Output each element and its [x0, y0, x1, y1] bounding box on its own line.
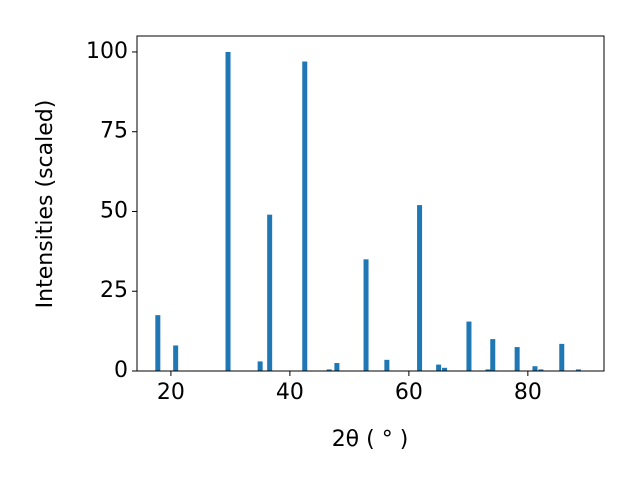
bar [514, 347, 520, 371]
x-axis-label: 2θ ( ° ) [332, 427, 409, 452]
bar [442, 367, 448, 371]
bar [155, 315, 161, 371]
bar [302, 61, 308, 372]
x-tick-label: 80 [514, 380, 542, 405]
y-tick-label: 50 [100, 198, 128, 223]
x-tick-label: 20 [157, 380, 185, 405]
bar [225, 51, 231, 371]
bar [257, 361, 263, 371]
x-tick-label: 60 [395, 380, 423, 405]
bar [538, 369, 544, 371]
bar [326, 369, 332, 371]
y-tick-label: 100 [86, 39, 128, 64]
bar [363, 259, 369, 371]
bar [575, 369, 581, 371]
bar [490, 339, 496, 371]
bar [267, 214, 273, 371]
plot-frame [136, 35, 605, 372]
x-tick-label: 40 [276, 380, 304, 405]
bar [417, 205, 423, 371]
bar [485, 369, 491, 371]
bar [384, 359, 390, 371]
bar [559, 343, 565, 371]
y-axis-label: Intensities (scaled) [33, 100, 58, 309]
bar [173, 345, 179, 371]
y-tick-label: 0 [114, 358, 128, 383]
y-tick-label: 25 [100, 278, 128, 303]
bar [466, 321, 472, 371]
bar [532, 366, 538, 371]
y-tick-label: 75 [100, 119, 128, 144]
bar [436, 364, 442, 371]
bar [334, 363, 340, 371]
